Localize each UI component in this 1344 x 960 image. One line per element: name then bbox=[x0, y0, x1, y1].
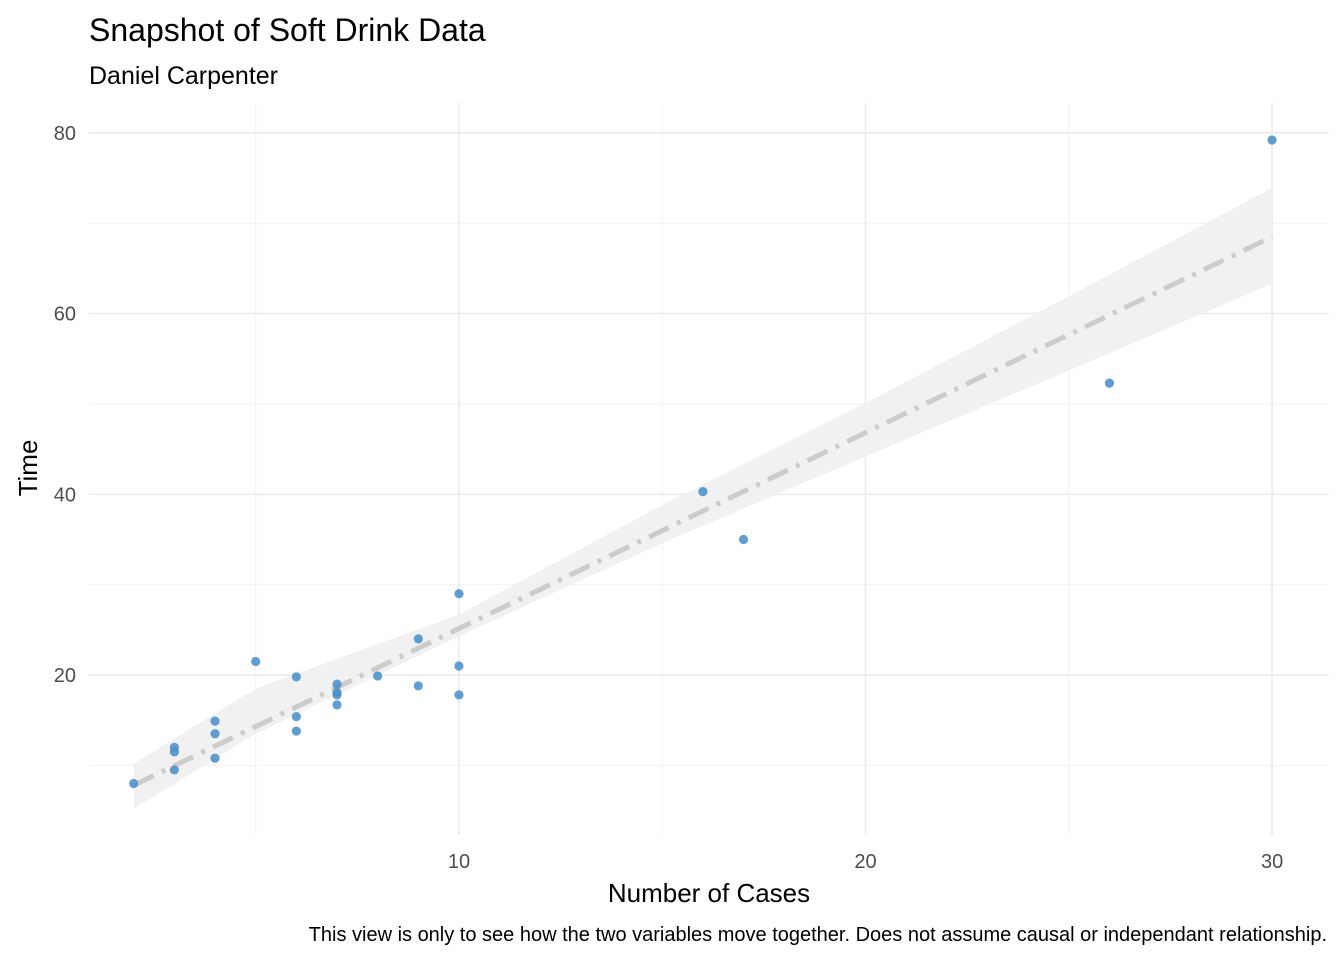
data-point bbox=[373, 671, 383, 681]
major-gridlines bbox=[89, 103, 1329, 835]
data-point bbox=[413, 681, 423, 691]
data-point bbox=[698, 486, 708, 497]
data-points-layer bbox=[129, 135, 1277, 789]
data-point bbox=[169, 742, 179, 752]
y-axis-tick-labels: 20 40 60 80 bbox=[54, 123, 76, 687]
data-point bbox=[1104, 378, 1115, 388]
data-point bbox=[210, 753, 220, 763]
confidence-band-layer bbox=[133, 187, 1273, 809]
x-tick-label: 20 bbox=[854, 851, 876, 873]
trend-line bbox=[132, 234, 1274, 788]
x-axis-tick-labels: 10 20 30 bbox=[448, 851, 1283, 873]
data-point bbox=[332, 687, 342, 697]
x-axis-title: Number of Cases bbox=[608, 878, 810, 908]
data-point bbox=[210, 729, 220, 739]
y-tick-label: 20 bbox=[54, 665, 76, 687]
data-point bbox=[413, 634, 423, 644]
x-tick-label: 30 bbox=[1261, 851, 1283, 873]
data-point bbox=[454, 589, 464, 599]
data-point bbox=[332, 700, 342, 710]
trend-line-layer bbox=[132, 234, 1274, 788]
data-point bbox=[129, 778, 139, 789]
y-tick-label: 80 bbox=[54, 123, 76, 145]
data-point bbox=[738, 534, 749, 545]
data-point bbox=[454, 661, 464, 671]
chart-caption: This view is only to see how the two var… bbox=[309, 924, 1327, 946]
y-tick-label: 60 bbox=[54, 304, 76, 326]
data-point bbox=[251, 656, 261, 667]
minor-gridlines bbox=[89, 103, 1329, 835]
y-tick-label: 40 bbox=[54, 484, 76, 506]
data-point bbox=[291, 712, 301, 722]
data-point bbox=[454, 690, 464, 700]
confidence-band bbox=[133, 187, 1273, 809]
x-tick-label: 10 bbox=[448, 851, 470, 873]
data-point bbox=[291, 672, 301, 682]
data-point bbox=[210, 716, 220, 726]
chart-subtitle: Daniel Carpenter bbox=[89, 62, 278, 90]
plot-panel bbox=[89, 103, 1329, 835]
chart-title: Snapshot of Soft Drink Data bbox=[89, 12, 486, 48]
data-point bbox=[169, 765, 179, 775]
data-point bbox=[332, 679, 342, 689]
data-point bbox=[1267, 135, 1277, 145]
y-axis-title: Time bbox=[13, 440, 43, 497]
data-point bbox=[291, 726, 301, 736]
